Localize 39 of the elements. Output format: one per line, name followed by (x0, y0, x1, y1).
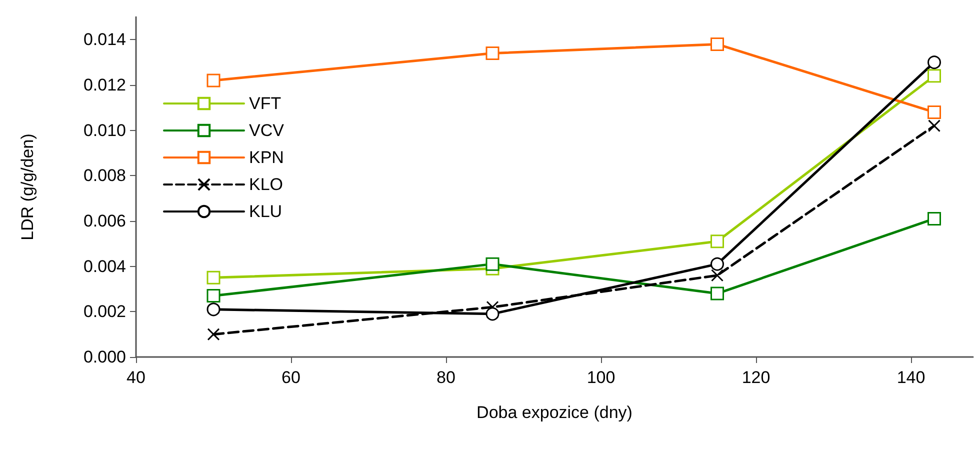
point (207, 328, 220, 341)
x-tick-label: 60 (282, 368, 300, 387)
y-axis-title: LDR (g/g/den) (18, 134, 37, 240)
x-tick-label: 80 (436, 368, 456, 387)
legend-label: VCV (249, 121, 285, 140)
point (486, 257, 500, 271)
legend-label: KPN (249, 148, 284, 167)
x-tick-label: 100 (586, 368, 616, 387)
x-tick-label: 40 (126, 368, 146, 387)
point (206, 270, 220, 284)
point (206, 74, 220, 88)
x-tick-label: 140 (896, 368, 926, 387)
y-tick-label: 0.006 (83, 212, 126, 230)
point (486, 307, 500, 321)
point (710, 234, 724, 248)
point (711, 269, 724, 282)
y-tick-label: 0.008 (83, 166, 126, 186)
y-tick-label: 0.010 (83, 120, 126, 140)
y-tick-label: 0.012 (83, 76, 126, 94)
y-tick-label: 0.004 (83, 256, 126, 276)
point (206, 302, 220, 316)
point (710, 257, 724, 271)
point (486, 46, 500, 60)
point (928, 69, 941, 83)
point (710, 286, 724, 300)
point (928, 56, 941, 70)
point (206, 289, 220, 303)
legend-label: KLU (249, 202, 282, 221)
point (928, 120, 940, 132)
y-tick-label: 0.002 (83, 302, 126, 322)
legend-label: VFT (249, 94, 282, 113)
y-tick-label: 0.000 (83, 348, 126, 366)
point (928, 105, 941, 119)
point (928, 212, 941, 226)
x-tick-label: 120 (742, 368, 770, 387)
legend-label: KLO (249, 175, 284, 194)
x-axis-title: Doba expozice (dny) (476, 403, 632, 422)
y-tick-label: 0.014 (83, 30, 126, 50)
point (710, 37, 724, 51)
